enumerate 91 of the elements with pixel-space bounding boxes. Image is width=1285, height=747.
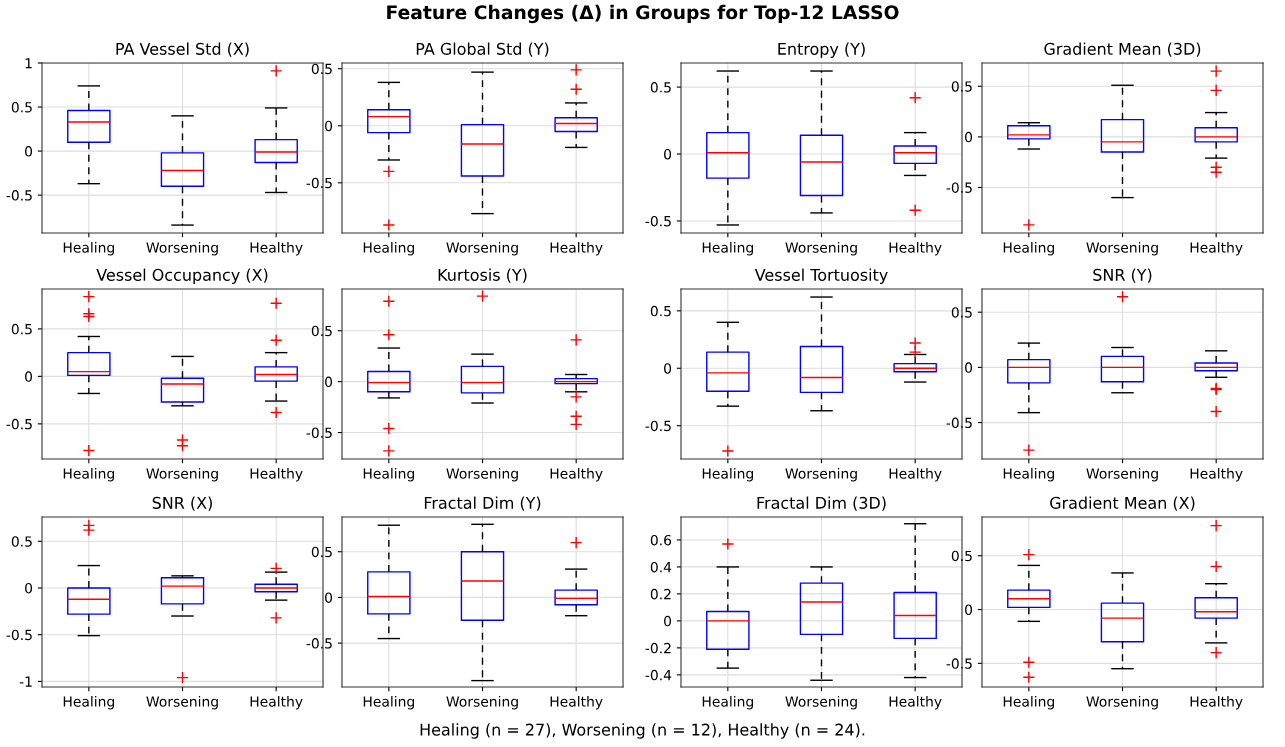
x-tick-label: Healing: [363, 696, 414, 710]
x-tick-label: Healing: [1003, 468, 1054, 482]
x-tick-label: Healing: [63, 468, 114, 482]
chart-title: Kurtosis (Y): [438, 268, 527, 283]
y-tick-label: -0.5: [645, 215, 671, 227]
y-tick-label: 0.5: [11, 536, 32, 547]
x-tick-label: Healing: [1003, 242, 1054, 256]
x-tick-label: Worsening: [785, 242, 857, 256]
text: Healing (n = 27), Worsening (n = 12), Healthy (n = 24).: [420, 723, 865, 739]
x-tick-label: Healthy: [889, 696, 942, 710]
y-tick-label: 0.5: [650, 305, 671, 317]
x-tick-label: Healthy: [550, 696, 603, 710]
chart-title: Gradient Mean (X): [1050, 496, 1195, 511]
x-tick-label: Worsening: [446, 696, 518, 710]
y-tick-label: 0.5: [650, 82, 671, 93]
y-tick-label: 0: [25, 371, 33, 382]
y-tick-label: 0.2: [650, 588, 671, 600]
y-tick-label: -0.4: [645, 669, 672, 681]
x-tick-label: Healthy: [889, 468, 942, 482]
y-tick-label: -0.5: [946, 182, 972, 193]
x-tick-label: Healing: [702, 696, 753, 710]
y-tick-label: 0: [965, 131, 973, 143]
x-tick-label: Worsening: [146, 696, 218, 710]
y-tick-label: -0.2: [645, 642, 671, 654]
x-tick-label: Healthy: [1190, 468, 1243, 482]
x-tick-label: Worsening: [1086, 696, 1158, 710]
chart-title: PA Vessel Std (X): [116, 42, 249, 57]
y-tick-label: 0: [965, 362, 973, 373]
chart-title: SNR (Y): [1093, 268, 1152, 283]
x-tick-label: Healthy: [550, 242, 603, 256]
y-tick-label: -0.5: [946, 658, 972, 669]
y-tick-label: -0.5: [946, 417, 972, 429]
text: Feature Changes (Δ) in Groups for Top-12 LASSO: [387, 4, 899, 24]
x-tick-label: Healing: [363, 468, 414, 482]
x-tick-label: Worsening: [1086, 242, 1158, 256]
y-tick-label: 0: [25, 582, 33, 594]
y-tick-label: 0.6: [650, 534, 672, 546]
y-tick-label: 0.5: [311, 325, 332, 337]
y-tick-label: 0.5: [311, 546, 332, 558]
x-tick-label: Healing: [702, 468, 753, 482]
y-tick-label: 0: [25, 146, 33, 157]
y-tick-label: 0.4: [650, 561, 672, 573]
y-tick-label: 0: [325, 592, 333, 603]
y-tick-label: 0: [325, 120, 333, 132]
y-tick-label: 0.5: [11, 102, 32, 113]
x-tick-label: Healthy: [1190, 696, 1243, 710]
y-tick-label: 0: [325, 376, 333, 388]
x-tick-label: Worsening: [446, 242, 518, 256]
y-tick-label: -0.5: [6, 629, 32, 641]
chart-title: Fractal Dim (3D): [757, 496, 886, 511]
y-tick-label: 0: [965, 604, 973, 616]
x-tick-label: Worsening: [146, 468, 218, 482]
y-tick-label: 0.5: [311, 63, 332, 75]
y-tick-label: 0.5: [951, 307, 972, 318]
x-tick-label: Worsening: [446, 468, 518, 482]
x-tick-label: Healing: [63, 696, 114, 710]
y-tick-label: 0: [664, 615, 672, 627]
y-tick-label: 1: [25, 58, 32, 69]
chart-title: Vessel Occupancy (X): [96, 268, 268, 284]
x-tick-label: Worsening: [146, 242, 218, 256]
x-tick-label: Healing: [702, 242, 753, 256]
y-tick-label: -0.5: [306, 177, 332, 189]
chart-title: SNR (X): [152, 496, 212, 511]
x-tick-label: Worsening: [1086, 468, 1158, 482]
x-tick-label: Worsening: [785, 696, 857, 710]
y-tick-label: 0.5: [951, 81, 972, 92]
x-tick-label: Healthy: [250, 468, 303, 482]
y-tick-label: -0.5: [306, 427, 332, 439]
x-tick-label: Worsening: [785, 468, 857, 482]
chart-title: Fractal Dim (Y): [424, 496, 541, 511]
chart-title: Entropy (Y): [778, 42, 865, 58]
y-tick-label: -1: [19, 676, 32, 687]
x-tick-label: Healing: [363, 242, 414, 256]
x-tick-label: Healthy: [250, 242, 303, 256]
y-tick-label: -0.5: [306, 638, 332, 649]
x-tick-label: Healthy: [250, 696, 303, 710]
x-tick-label: Healing: [1003, 696, 1054, 710]
y-tick-label: 0.5: [951, 550, 972, 562]
y-tick-label: -0.5: [6, 418, 32, 430]
x-tick-label: Healing: [63, 242, 114, 256]
y-tick-label: 0.5: [11, 323, 32, 335]
chart-title: PA Global Std (Y): [416, 42, 549, 57]
y-tick-label: -0.5: [6, 190, 32, 201]
chart-title: Vessel Tortuosity: [754, 268, 888, 284]
x-tick-label: Healthy: [1190, 242, 1243, 256]
x-tick-label: Healthy: [889, 242, 942, 256]
y-tick-label: -0.5: [645, 420, 671, 432]
x-tick-label: Healthy: [550, 468, 603, 482]
y-tick-label: 0: [664, 363, 672, 374]
y-tick-label: 0: [664, 148, 672, 160]
chart-title: Gradient Mean (3D): [1044, 42, 1201, 57]
